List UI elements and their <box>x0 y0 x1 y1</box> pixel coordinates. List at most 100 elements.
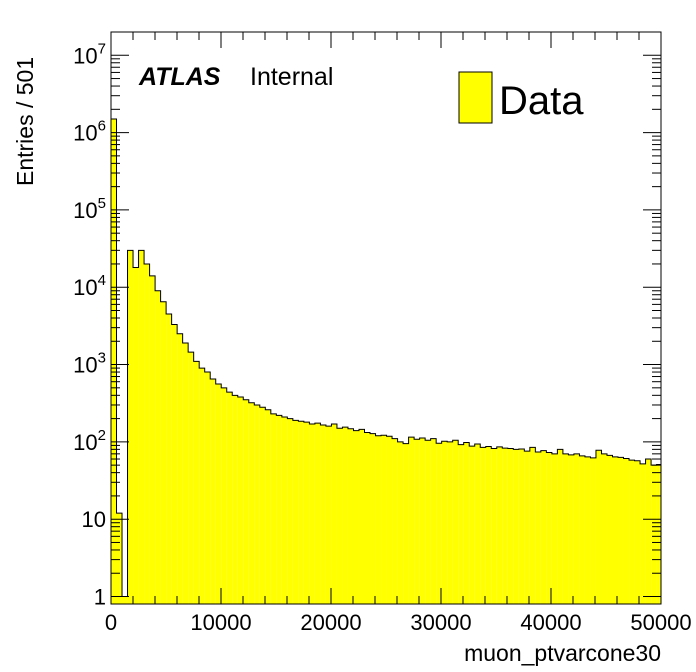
histogram-bin <box>314 423 321 604</box>
histogram-bin <box>579 455 585 604</box>
histogram-bin <box>364 432 371 604</box>
histogram-bin <box>623 458 630 604</box>
y-axis-label: Entries / 501 <box>12 57 38 186</box>
y-tick-label: 104 <box>73 272 106 300</box>
y-tick-label: 107 <box>73 40 106 68</box>
histogram-bin <box>248 402 255 604</box>
histogram-bin <box>210 379 216 604</box>
histogram-bin <box>480 447 486 604</box>
histogram-bin <box>221 387 227 604</box>
histogram-bin <box>160 301 167 604</box>
histogram-bin <box>645 459 652 604</box>
histogram-bin <box>441 441 448 604</box>
histogram-bin <box>535 451 541 604</box>
histogram-bin <box>259 407 266 604</box>
histogram-bin <box>458 444 464 604</box>
histogram-bin <box>529 447 536 604</box>
y-tick-label: 10 <box>82 507 106 532</box>
histogram-bin <box>133 267 139 604</box>
histogram-bin <box>287 418 293 604</box>
histogram-bin <box>204 372 211 604</box>
histogram-bin <box>419 438 426 604</box>
internal-label: Internal <box>250 63 333 91</box>
y-tick-label: 105 <box>73 195 106 223</box>
atlas-label: ATLAS <box>138 63 221 91</box>
histogram-bin <box>651 465 657 604</box>
x-axis-label: muon_ptvarcone30 <box>464 640 661 666</box>
histogram-bin <box>634 460 641 604</box>
histogram-bin <box>513 449 519 604</box>
histogram-bin <box>551 453 558 604</box>
histogram-bin <box>149 275 156 604</box>
histogram-bin <box>496 446 503 604</box>
histogram-bin <box>590 457 596 604</box>
histogram-bin <box>606 455 613 604</box>
x-axis: 0 10000 20000 30000 40000 50000 <box>105 32 692 635</box>
histogram-bin <box>320 425 326 604</box>
histogram-bin <box>188 352 194 604</box>
histogram-bin <box>265 409 271 604</box>
y-tick-label: 103 <box>73 350 106 378</box>
histogram-bin <box>397 441 404 604</box>
histogram-bin <box>612 456 619 604</box>
histogram-bin <box>601 453 607 604</box>
histogram-bin <box>469 446 475 604</box>
legend-swatch <box>458 71 493 124</box>
histogram-bin <box>414 439 420 604</box>
histogram-bin <box>595 450 602 604</box>
histogram-bars <box>111 118 661 604</box>
histogram-bin <box>474 443 481 604</box>
histogram-bin <box>111 118 117 604</box>
y-tick-label: 1 <box>94 585 106 610</box>
histogram-bin <box>116 513 123 604</box>
histogram-bin <box>331 424 337 604</box>
x-tick-label: 40000 <box>520 610 581 635</box>
histogram-bin <box>502 448 508 604</box>
histogram-bin <box>237 397 244 604</box>
x-tick-label: 10000 <box>190 610 251 635</box>
histogram-outline <box>110 118 661 604</box>
histogram-bin <box>425 440 431 604</box>
histogram-bin <box>342 427 348 604</box>
x-tick-label: 50000 <box>630 610 691 635</box>
histogram-bin <box>292 420 299 604</box>
histogram-bin <box>463 442 470 604</box>
histogram-bin <box>199 368 205 604</box>
histogram-bin <box>127 250 134 604</box>
histogram-bin <box>171 324 178 604</box>
histogram-bin <box>507 448 514 604</box>
histogram-bin <box>386 436 393 604</box>
histogram-bin <box>276 415 282 604</box>
histogram-bin <box>122 596 128 604</box>
histogram-bin <box>325 426 332 604</box>
histogram-bin <box>182 343 189 604</box>
histogram-bin <box>359 429 365 604</box>
histogram-bin <box>546 452 552 604</box>
histogram-bin <box>430 438 437 604</box>
histogram-bin <box>408 437 415 604</box>
x-tick-label: 20000 <box>300 610 361 635</box>
histogram-bin <box>584 456 591 604</box>
histogram-bin <box>138 250 145 604</box>
histogram-bin <box>370 433 376 604</box>
histogram-bin <box>656 464 661 604</box>
histogram-bin <box>303 422 310 604</box>
y-axis: 1 10 102 103 104 105 106 107 <box>73 31 661 610</box>
histogram-bin <box>447 441 453 604</box>
histogram-bin <box>353 430 359 604</box>
histogram-bin <box>436 443 442 604</box>
histogram-bin <box>629 460 635 604</box>
histogram-bin <box>193 361 200 604</box>
histogram-bin <box>144 263 150 604</box>
x-tick-label: 0 <box>105 610 117 635</box>
histogram-bin <box>491 448 497 604</box>
histogram-bin <box>226 392 233 604</box>
histogram-bin <box>640 463 646 604</box>
histogram-bin <box>375 435 382 604</box>
histogram-bin <box>403 443 409 604</box>
histogram-bin <box>298 421 304 604</box>
histogram-bin <box>381 435 387 604</box>
x-tick-label: 30000 <box>410 610 471 635</box>
histogram-bin <box>232 395 238 604</box>
